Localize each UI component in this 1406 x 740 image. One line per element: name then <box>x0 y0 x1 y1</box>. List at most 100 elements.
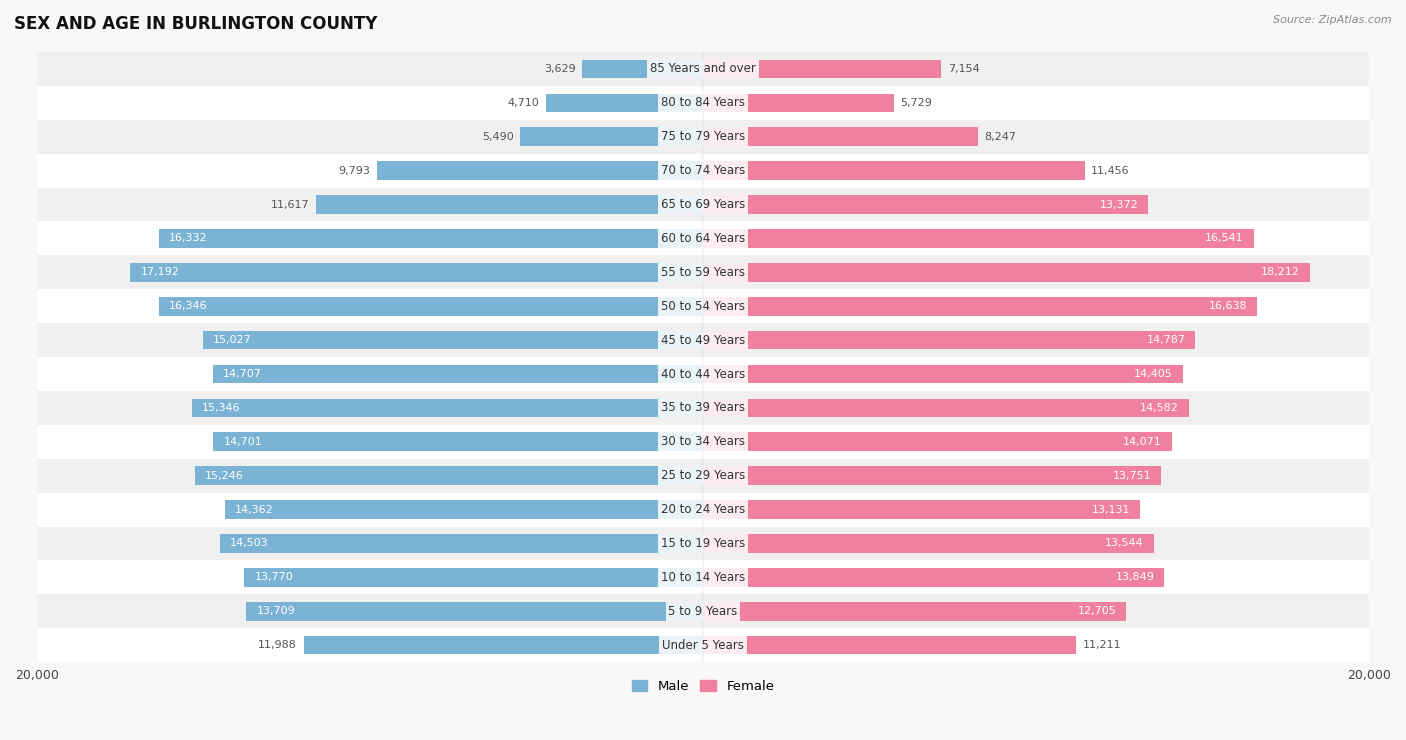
Text: 5 to 9 Years: 5 to 9 Years <box>668 605 738 618</box>
Bar <box>37 120 1369 154</box>
Bar <box>37 221 1369 255</box>
Text: 11,456: 11,456 <box>1091 166 1130 175</box>
Bar <box>703 263 1309 282</box>
Text: 30 to 34 Years: 30 to 34 Years <box>661 435 745 448</box>
Bar <box>703 432 1171 451</box>
Bar <box>37 154 1369 187</box>
Text: 18,212: 18,212 <box>1261 267 1299 278</box>
Text: 14,405: 14,405 <box>1135 369 1173 379</box>
Text: 12,705: 12,705 <box>1077 606 1116 616</box>
Text: 70 to 74 Years: 70 to 74 Years <box>661 164 745 177</box>
Bar <box>37 628 1369 662</box>
Text: 16,541: 16,541 <box>1205 233 1244 243</box>
Text: 4,710: 4,710 <box>508 98 540 108</box>
Bar <box>703 500 1140 519</box>
Text: 45 to 49 Years: 45 to 49 Years <box>661 334 745 346</box>
Text: 13,709: 13,709 <box>256 606 295 616</box>
Bar <box>582 60 703 78</box>
Text: 10 to 14 Years: 10 to 14 Years <box>661 571 745 584</box>
Text: 75 to 79 Years: 75 to 79 Years <box>661 130 745 144</box>
Text: 60 to 64 Years: 60 to 64 Years <box>661 232 745 245</box>
Text: 13,131: 13,131 <box>1092 505 1130 514</box>
Text: 14,503: 14,503 <box>231 539 269 548</box>
Bar <box>304 636 703 654</box>
Text: 16,346: 16,346 <box>169 301 207 312</box>
Bar <box>703 466 1161 485</box>
Bar <box>37 289 1369 323</box>
Bar <box>37 255 1369 289</box>
Legend: Male, Female: Male, Female <box>626 675 780 699</box>
Text: 14,707: 14,707 <box>224 369 262 379</box>
Bar <box>202 331 703 349</box>
Bar <box>703 365 1182 383</box>
Text: 14,582: 14,582 <box>1140 403 1178 413</box>
Bar <box>703 195 1149 214</box>
Bar <box>37 52 1369 86</box>
Text: 25 to 29 Years: 25 to 29 Years <box>661 469 745 482</box>
Bar <box>703 568 1164 587</box>
Bar <box>703 297 1257 315</box>
Bar <box>703 229 1254 248</box>
Bar <box>703 93 894 112</box>
Bar <box>37 187 1369 221</box>
Text: 13,751: 13,751 <box>1112 471 1152 481</box>
Bar <box>131 263 703 282</box>
Bar <box>37 323 1369 357</box>
Text: SEX AND AGE IN BURLINGTON COUNTY: SEX AND AGE IN BURLINGTON COUNTY <box>14 15 377 33</box>
Text: 16,638: 16,638 <box>1209 301 1247 312</box>
Text: 8,247: 8,247 <box>984 132 1017 142</box>
Text: 16,332: 16,332 <box>169 233 208 243</box>
Bar <box>37 391 1369 425</box>
Text: 17,192: 17,192 <box>141 267 180 278</box>
Text: Under 5 Years: Under 5 Years <box>662 639 744 652</box>
Bar <box>703 636 1077 654</box>
Bar <box>245 568 703 587</box>
Bar <box>703 399 1188 417</box>
Text: 14,787: 14,787 <box>1146 335 1185 345</box>
Text: 11,211: 11,211 <box>1083 640 1122 650</box>
Text: 40 to 44 Years: 40 to 44 Years <box>661 368 745 380</box>
Bar <box>219 534 703 553</box>
Bar <box>520 127 703 146</box>
Bar <box>703 60 941 78</box>
Bar <box>37 493 1369 527</box>
Bar <box>159 297 703 315</box>
Bar <box>703 331 1195 349</box>
Bar <box>377 161 703 180</box>
Bar <box>37 527 1369 560</box>
Bar <box>37 560 1369 594</box>
Text: 80 to 84 Years: 80 to 84 Years <box>661 96 745 110</box>
Text: 65 to 69 Years: 65 to 69 Years <box>661 198 745 211</box>
Bar <box>703 534 1154 553</box>
Bar <box>37 459 1369 493</box>
Bar <box>703 161 1084 180</box>
Text: 11,988: 11,988 <box>259 640 297 650</box>
Bar <box>37 86 1369 120</box>
Bar <box>546 93 703 112</box>
Bar <box>703 127 977 146</box>
Bar <box>246 602 703 621</box>
Text: 13,770: 13,770 <box>254 572 294 582</box>
Bar <box>214 365 703 383</box>
Bar <box>193 399 703 417</box>
Text: 15,246: 15,246 <box>205 471 245 481</box>
Text: 7,154: 7,154 <box>948 64 980 74</box>
Bar <box>703 602 1126 621</box>
Text: 15,027: 15,027 <box>212 335 252 345</box>
Text: 14,071: 14,071 <box>1123 437 1161 447</box>
Bar <box>159 229 703 248</box>
Text: 85 Years and over: 85 Years and over <box>650 62 756 75</box>
Text: 35 to 39 Years: 35 to 39 Years <box>661 401 745 414</box>
Text: 5,729: 5,729 <box>900 98 932 108</box>
Text: 15,346: 15,346 <box>202 403 240 413</box>
Bar <box>37 425 1369 459</box>
Text: 14,701: 14,701 <box>224 437 262 447</box>
Text: 13,544: 13,544 <box>1105 539 1144 548</box>
Text: 3,629: 3,629 <box>544 64 575 74</box>
Text: 20 to 24 Years: 20 to 24 Years <box>661 503 745 516</box>
Bar <box>37 594 1369 628</box>
Bar <box>214 432 703 451</box>
Text: 50 to 54 Years: 50 to 54 Years <box>661 300 745 313</box>
Text: 11,617: 11,617 <box>271 200 309 209</box>
Text: Source: ZipAtlas.com: Source: ZipAtlas.com <box>1274 15 1392 25</box>
